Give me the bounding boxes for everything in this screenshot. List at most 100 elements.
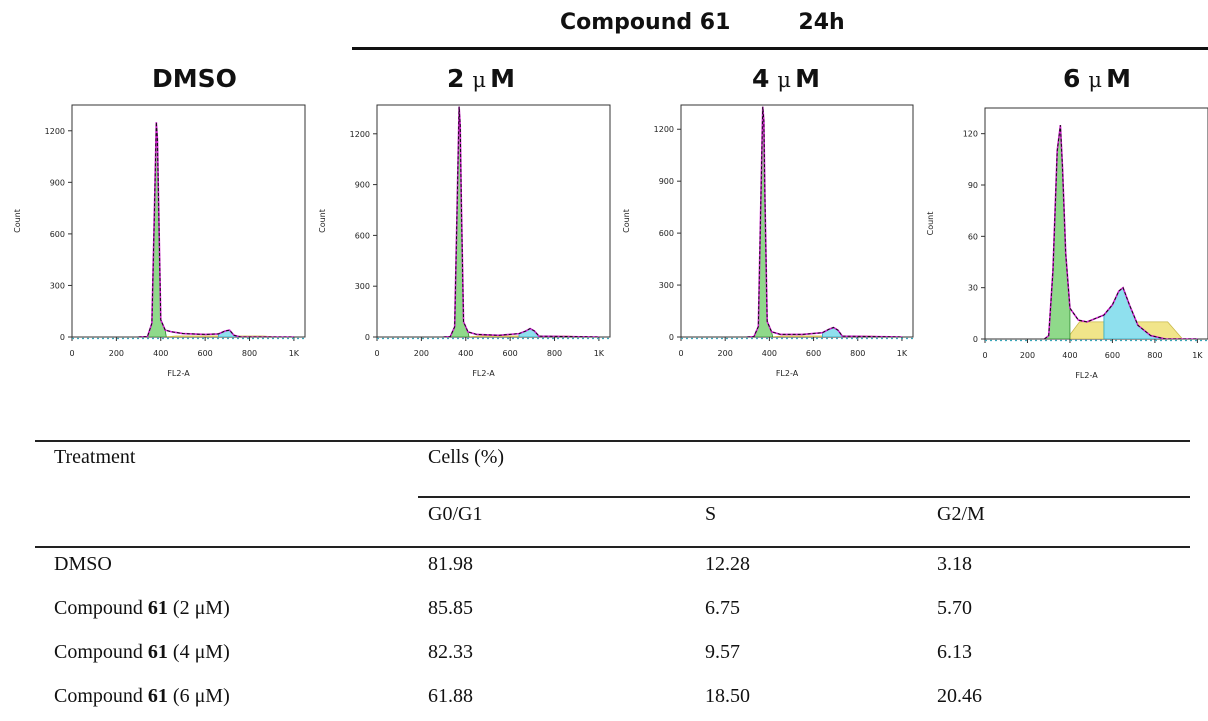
x-tick-label: 600	[198, 349, 213, 358]
y-tick-label: 0	[365, 333, 370, 342]
table-cell-g2m: 6.13	[937, 641, 972, 663]
x-tick-label: 800	[1147, 351, 1162, 360]
x-tick-label: 0	[982, 351, 987, 360]
y-tick-label: 600	[50, 230, 65, 239]
y-tick-label: 0	[973, 335, 978, 344]
x-tick-label: 600	[1105, 351, 1120, 360]
treatment-text: DMSO	[54, 553, 112, 575]
x-tick-label: 200	[718, 349, 733, 358]
x-axis-label: FL2-A	[776, 369, 799, 378]
histogram-panel-2: 0 300 600 900 1200 0 200 400 600 800 1K Count FL2-A	[622, 104, 914, 378]
x-tick-label: 200	[1020, 351, 1035, 360]
x-tick-label: 400	[458, 349, 473, 358]
x-tick-label: 0	[69, 349, 74, 358]
y-tick-label: 0	[60, 333, 65, 342]
y-tick-label: 300	[50, 281, 65, 290]
x-tick-label: 400	[153, 349, 168, 358]
table-cell-g0g1: 82.33	[428, 641, 473, 663]
histogram-fills	[1043, 125, 1198, 339]
histogram-panel-0: 0 300 600 900 1200 0 200 400 600 800 1K Count FL2-A	[13, 104, 306, 378]
table-top-rule	[35, 440, 1190, 442]
y-tick-label: 1200	[350, 130, 370, 139]
y-axis-label: Count	[622, 209, 631, 233]
y-tick-label: 900	[355, 181, 370, 190]
treatment-dose: (2 μM)	[167, 597, 230, 619]
header-cells-percent: Cells (%)	[428, 446, 505, 468]
treatment-dose: (4 μM)	[167, 641, 230, 663]
treatment-text: Compound	[54, 685, 148, 707]
table-header-rule	[35, 546, 1190, 548]
panel-title-dmso: DMSO	[152, 64, 237, 93]
x-tick-label: 400	[762, 349, 777, 358]
compound-number: 61	[147, 641, 168, 663]
y-tick-label: 300	[355, 282, 370, 291]
x-tick-label: 800	[547, 349, 562, 358]
table-row-treatment: Compound 61 (6 μM)	[54, 685, 230, 708]
histogram-data-line	[1044, 125, 1198, 339]
table-cell-s: 6.75	[705, 597, 740, 619]
histogram-panel-3: 0 30 60 90 120 0 200 400 600 800 1K Count FL2-A	[926, 107, 1208, 380]
x-axis-label: FL2-A	[167, 369, 190, 378]
plot-frame	[376, 104, 611, 338]
y-axis-label: Count	[13, 209, 22, 233]
x-tick-label: 1K	[594, 349, 605, 358]
table-cell-g0g1: 85.85	[428, 597, 473, 619]
header-compound: Compound 61	[560, 10, 731, 35]
table-cell-s: 9.57	[705, 641, 740, 663]
table-cell-s: 12.28	[705, 553, 750, 575]
table-cell-g2m: 5.70	[937, 597, 972, 619]
table-subheader-rule	[418, 496, 1190, 498]
histogram-data-line	[138, 122, 294, 337]
y-tick-label: 600	[355, 231, 370, 240]
treatment-text: Compound	[54, 641, 148, 663]
table-row-treatment: Compound 61 (2 μM)	[54, 597, 230, 620]
plot-frame	[984, 107, 1208, 340]
histogram-fills	[747, 106, 902, 337]
x-axis-label: FL2-A	[472, 369, 495, 378]
histogram-data-line	[443, 106, 599, 337]
y-axis-label: Count	[926, 212, 935, 236]
header-g2m: G2/M	[937, 503, 985, 525]
y-axis-label: Count	[318, 209, 327, 233]
model-fit-line	[747, 106, 902, 337]
model-fit-line	[443, 106, 599, 337]
x-tick-label: 600	[503, 349, 518, 358]
x-tick-label: 200	[414, 349, 429, 358]
header-s: S	[705, 503, 717, 525]
model-fit-line	[138, 122, 294, 337]
x-tick-label: 800	[242, 349, 257, 358]
x-tick-label: 1K	[1192, 351, 1203, 360]
y-tick-label: 300	[659, 281, 674, 290]
compound-number: 61	[147, 685, 168, 707]
histogram-fills	[138, 122, 294, 337]
treatment-dose: (6 μM)	[167, 685, 230, 707]
x-tick-label: 1K	[289, 349, 300, 358]
x-tick-label: 400	[1062, 351, 1077, 360]
y-tick-label: 1200	[45, 127, 65, 136]
histogram-data-line	[747, 106, 902, 337]
table-cell-g2m: 20.46	[937, 685, 982, 707]
y-tick-label: 30	[968, 284, 978, 293]
plot-frame	[680, 104, 914, 338]
y-tick-label: 0	[669, 333, 674, 342]
x-tick-label: 0	[678, 349, 683, 358]
y-tick-label: 120	[963, 130, 978, 139]
table-cell-g0g1: 81.98	[428, 553, 473, 575]
x-tick-label: 200	[109, 349, 124, 358]
treatment-text: Compound	[54, 597, 148, 619]
x-tick-label: 1K	[897, 349, 908, 358]
table-cell-s: 18.50	[705, 685, 750, 707]
y-tick-label: 900	[659, 177, 674, 186]
x-tick-label: 800	[850, 349, 865, 358]
figure-header: Compound 61 24h	[560, 10, 845, 35]
histogram-panel-1: 0 300 600 900 1200 0 200 400 600 800 1K Count FL2-A	[318, 104, 611, 378]
y-tick-label: 90	[968, 181, 978, 190]
header-time: 24h	[798, 10, 845, 35]
table-cell-g2m: 3.18	[937, 553, 972, 575]
table-cell-g0g1: 61.88	[428, 685, 473, 707]
x-tick-label: 0	[374, 349, 379, 358]
table-row-treatment: Compound 61 (4 μM)	[54, 641, 230, 664]
